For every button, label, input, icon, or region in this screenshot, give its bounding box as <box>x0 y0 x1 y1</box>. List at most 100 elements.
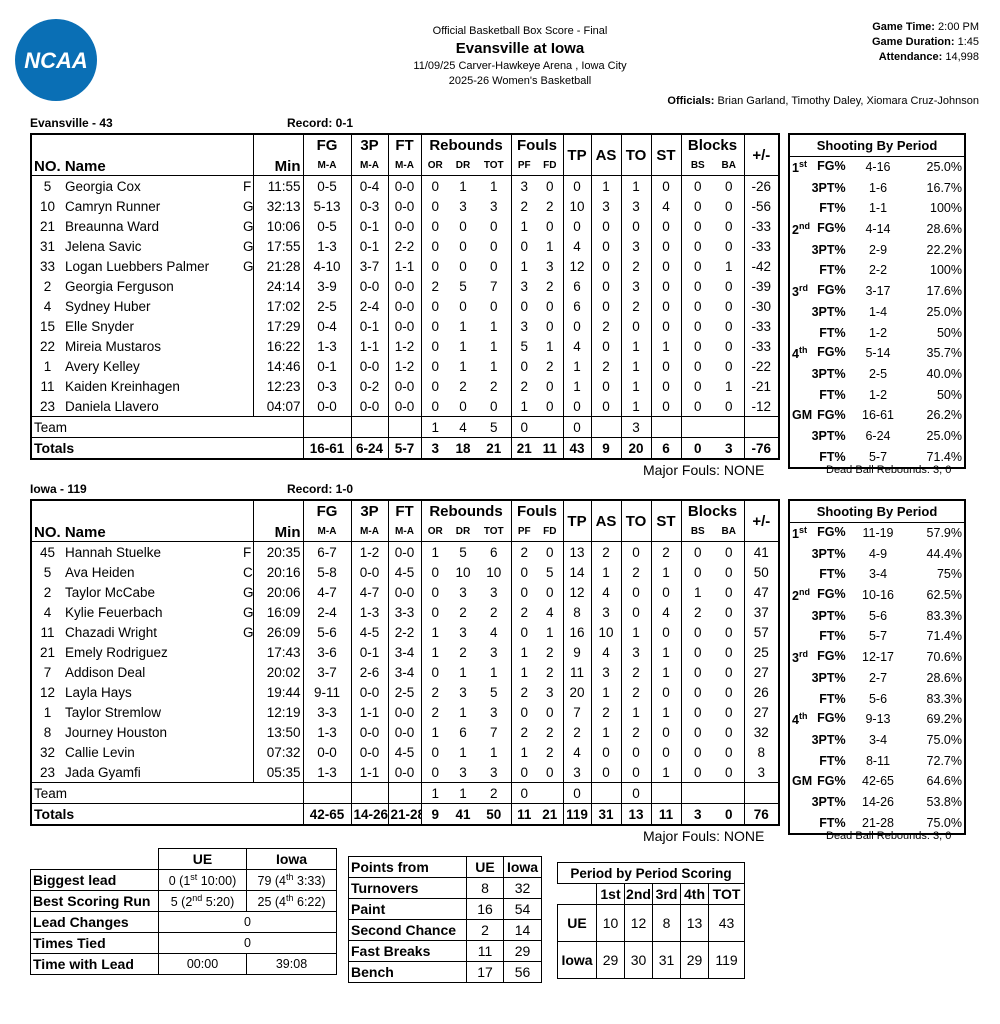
lead-row: Lead Changes 0 <box>30 911 337 933</box>
stat-cell: 42-65 <box>302 803 351 825</box>
period-label: 2nd <box>792 587 810 604</box>
header-row: NO. Name Min FG 3P FT Rebounds Fouls TP AS TO ST Bl… <box>31 134 780 176</box>
player-row: 1 Taylor Stremlow 12:19 3-3 1-1 0-0 2 1 3 0 0 7 2 1 1 0… <box>31 702 780 722</box>
info-label: Game Time: <box>872 21 935 33</box>
stat-cell: 1 <box>620 396 652 417</box>
stat-cell: Hannah Stuelke <box>65 544 162 560</box>
stat-cell: 21 <box>39 218 56 234</box>
stat-cell <box>714 782 745 804</box>
season: 2025-26 Women's Basketball <box>448 75 592 87</box>
stat-cell: 0 <box>420 256 449 276</box>
stat-cell: 0 <box>562 216 592 236</box>
stat-cell: 2 <box>620 722 652 742</box>
points-label: Paint <box>348 898 467 920</box>
stat-cell: 0 <box>620 216 652 236</box>
stat-cell: -33 <box>743 316 780 336</box>
col-header: Fouls <box>510 134 564 155</box>
stat-cell: 47 <box>743 582 780 602</box>
stat-cell: 1 <box>459 664 467 680</box>
stat-cell: 3 <box>546 258 554 274</box>
shooting-row: 3PT% 1-6 16.7% <box>789 177 965 198</box>
percentage: 22.2% <box>926 242 962 257</box>
stat-cell: 26 <box>743 682 780 702</box>
stat-cell: 1 <box>490 178 498 194</box>
stat-cell: 0 <box>680 437 715 459</box>
stat-cell <box>680 782 715 804</box>
stat-cell <box>302 416 351 438</box>
stat-cell: 0 <box>725 544 733 560</box>
stat-cell: 0 <box>590 336 622 356</box>
stat-cell: 0 <box>510 782 538 804</box>
stat-cell: 0 <box>725 398 733 414</box>
player-row: 22 Mireia Mustaros 16:22 1-3 1-1 1-2 0 1 1 5 1 4 0 1 1… <box>31 336 780 356</box>
col-header: TO <box>620 500 652 542</box>
stat-cell <box>241 316 253 336</box>
col-header: TP <box>562 134 592 176</box>
shooting-label: 3PT% <box>789 239 848 260</box>
stat-cell: 3 <box>490 198 498 214</box>
stat-cell: -22 <box>743 356 780 376</box>
stat-cell: 21 <box>510 437 538 459</box>
points-label: Turnovers <box>348 877 467 899</box>
stat-cell: 0-0 <box>302 742 351 762</box>
stat-cell: 3 <box>459 764 467 780</box>
col-sub-header: M-A <box>302 155 351 176</box>
stat-cell: 57 <box>743 622 780 642</box>
lead-table: UE Iowa Biggest lead 0 (1st 10:00) 79 (4th 3… <box>30 848 337 975</box>
shooting-row: 3PT% 2-9 22.2% <box>789 239 965 260</box>
player-row: 10 Camryn Runner G 32:13 5-13 0-3 0-0 0 3 3 2 2 10 3 3… <box>31 196 780 216</box>
points-label: Fast Breaks <box>348 940 467 962</box>
col-header: Points from <box>348 856 467 878</box>
shooting-label: 3PT% <box>789 302 848 323</box>
stat-cell: G <box>243 624 253 640</box>
points-header: Points from UE Iowa <box>348 856 542 878</box>
percentage: 50% <box>936 387 962 402</box>
stat-cell: 3-7 <box>350 256 388 276</box>
shooting-label: 3rd FG% <box>789 647 848 668</box>
shooting-label: FT% <box>789 812 848 834</box>
stat-cell: 1 <box>650 642 682 662</box>
doc-title: Official Basketball Box Score - Final <box>432 25 608 37</box>
stat-cell: 2 <box>562 722 592 742</box>
stat-cell: 0 <box>459 298 467 314</box>
shooting-label: GM FG% <box>789 405 848 426</box>
stat-cell: 2 <box>546 644 554 660</box>
stat-cell: 0-0 <box>387 762 421 783</box>
stat-label: FG% <box>817 158 846 173</box>
stat-cell: 3 <box>490 764 498 780</box>
shooting-title: Shooting By Period <box>789 134 965 157</box>
shooting-label: 3rd FG% <box>789 281 848 302</box>
stat-cell: 0 <box>546 178 554 194</box>
stat-cell: 41 <box>743 541 780 562</box>
stat-cell: Jelena Savic <box>65 238 142 254</box>
stat-cell: 1 <box>546 238 554 254</box>
period-label: 1st <box>792 524 807 542</box>
shooting-label: GM FG% <box>789 771 848 792</box>
stat-cell: 22 <box>39 338 56 354</box>
stat-cell: 1 <box>510 742 538 762</box>
col-header: Rebounds <box>420 500 512 521</box>
stat-cell: G <box>243 604 253 620</box>
info-label: Game Duration: <box>872 36 955 48</box>
stat-cell: 1 <box>725 258 733 274</box>
stat-cell: 13:50 <box>252 722 303 742</box>
col-header: AS <box>590 500 622 542</box>
stat-cell <box>241 742 253 762</box>
player-row: 1 Avery Kelley 14:46 0-1 0-0 1-2 0 1 1 0 2 1 2 1 0 0 0 -2… <box>31 356 780 376</box>
lead-value: 00:00 <box>158 953 247 975</box>
stat-cell: 0-0 <box>387 702 421 722</box>
stat-cell: 0 <box>650 376 682 396</box>
stat-cell: 0-4 <box>350 175 388 196</box>
stat-cell: 4 <box>562 236 592 256</box>
stat-cell: 0-0 <box>350 396 388 417</box>
col-header: +/- <box>743 134 780 176</box>
stat-cell: 11 <box>510 803 538 825</box>
stat-cell: 1-1 <box>350 336 388 356</box>
stat-cell: 0 <box>680 236 715 256</box>
stat-cell: 3 <box>620 236 652 256</box>
lead-label: Time with Lead <box>30 953 159 975</box>
made-attempted: 1-6 <box>868 180 888 195</box>
stat-label: FG% <box>817 774 846 789</box>
shooting-label: 3PT% <box>789 730 848 751</box>
period-label: GM <box>792 774 813 789</box>
